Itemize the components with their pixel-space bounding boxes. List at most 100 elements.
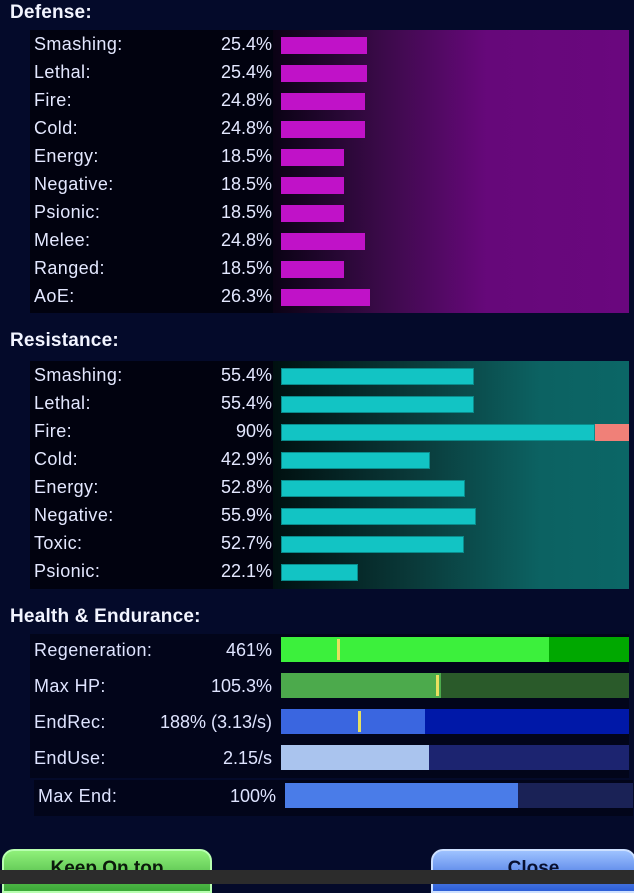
defense-bar <box>281 233 365 250</box>
defense-bar <box>281 177 344 194</box>
resistance-row: Fire: 90% <box>30 417 629 445</box>
resistance-label: Cold: <box>34 449 79 469</box>
health-endurance-row: EndRec: 188% (3.13/s) <box>30 706 629 742</box>
he-marker <box>336 639 340 660</box>
resistance-row: Cold: 42.9% <box>30 445 629 473</box>
resistance-value: 52.7% <box>220 533 272 553</box>
defense-value: 18.5% <box>220 146 272 166</box>
resistance-cap-overflow <box>595 424 629 441</box>
health-endurance-title: Health & Endurance: <box>10 606 201 627</box>
he-fill <box>285 783 519 808</box>
defense-bar <box>281 121 365 138</box>
resistance-row: Psionic: 22.1% <box>30 557 629 585</box>
resistance-bar <box>281 536 464 553</box>
defense-label: AoE: <box>34 286 75 306</box>
defense-value: 24.8% <box>220 118 272 138</box>
resistance-bar <box>281 508 476 525</box>
resistance-bar <box>281 368 474 385</box>
resistance-bar <box>281 452 430 469</box>
defense-bar <box>281 65 367 82</box>
resistance-value: 55.9% <box>220 505 272 525</box>
resistance-label: Psionic: <box>34 561 101 581</box>
he-marker <box>435 675 439 696</box>
he-fill <box>281 745 429 770</box>
defense-row: Psionic: 18.5% <box>30 198 629 226</box>
resistance-value: 52.8% <box>220 477 272 497</box>
resistance-title: Resistance: <box>10 330 119 351</box>
defense-label: Smashing: <box>34 34 123 54</box>
health-endurance-row: Max HP: 105.3% <box>30 670 629 706</box>
defense-bar <box>281 289 370 306</box>
resistance-label: Energy: <box>34 477 99 497</box>
defense-value: 25.4% <box>220 34 272 54</box>
defense-label: Melee: <box>34 230 91 250</box>
resistance-bar <box>281 424 595 441</box>
resistance-value: 55.4% <box>220 393 272 413</box>
he-fill <box>281 637 549 662</box>
defense-bar <box>281 205 344 222</box>
defense-label: Cold: <box>34 118 79 138</box>
he-value: 188% (3.13/s) <box>159 712 272 732</box>
defense-row: Smashing: 25.4% <box>30 30 629 58</box>
resistance-label: Toxic: <box>34 533 83 553</box>
defense-value: 24.8% <box>220 230 272 250</box>
he-track <box>281 637 629 662</box>
defense-bar <box>281 149 344 166</box>
he-value: 105.3% <box>210 676 272 696</box>
defense-label: Lethal: <box>34 62 91 82</box>
defense-value: 18.5% <box>220 258 272 278</box>
health-endurance-row: Max End: 100% <box>34 780 633 816</box>
health-endurance-row: Regeneration: 461% <box>30 634 629 670</box>
resistance-bar <box>281 564 358 581</box>
resistance-bar <box>281 480 465 497</box>
he-fill <box>281 709 426 734</box>
resistance-value: 22.1% <box>220 561 272 581</box>
resistance-label: Fire: <box>34 421 72 441</box>
resistance-row: Toxic: 52.7% <box>30 529 629 557</box>
defense-row: Fire: 24.8% <box>30 86 629 114</box>
resistance-panel: Smashing: 55.4% Lethal: 55.4% Fire: 90% Cold: 4… <box>30 361 629 589</box>
he-track <box>281 709 629 734</box>
defense-title: Defense: <box>10 2 92 23</box>
he-value: 2.15/s <box>222 748 272 768</box>
he-track <box>285 783 633 808</box>
he-value: 100% <box>229 786 276 806</box>
defense-row: Energy: 18.5% <box>30 142 629 170</box>
he-label: Max End: <box>38 786 118 806</box>
resistance-row: Energy: 52.8% <box>30 473 629 501</box>
he-marker <box>357 711 361 732</box>
resistance-row: Negative: 55.9% <box>30 501 629 529</box>
defense-bar <box>281 261 344 278</box>
resistance-label: Smashing: <box>34 365 123 385</box>
defense-bar <box>281 93 365 110</box>
defense-label: Ranged: <box>34 258 105 278</box>
resistance-label: Negative: <box>34 505 114 525</box>
he-label: EndRec: <box>34 712 106 732</box>
he-fill <box>281 673 442 698</box>
defense-row: Ranged: 18.5% <box>30 254 629 282</box>
health-endurance-row: EndUse: 2.15/s <box>30 742 629 778</box>
he-track <box>281 745 629 770</box>
resistance-label: Lethal: <box>34 393 91 413</box>
resistance-value: 90% <box>235 421 272 441</box>
he-track <box>281 673 629 698</box>
defense-value: 25.4% <box>220 62 272 82</box>
defense-label: Energy: <box>34 146 99 166</box>
window-bottom-edge <box>0 870 634 884</box>
resistance-row: Lethal: 55.4% <box>30 389 629 417</box>
he-label: EndUse: <box>34 748 106 768</box>
resistance-value: 55.4% <box>220 365 272 385</box>
defense-label: Negative: <box>34 174 114 194</box>
defense-row: AoE: 26.3% <box>30 282 629 310</box>
defense-value: 18.5% <box>220 202 272 222</box>
he-label: Regeneration: <box>34 640 153 660</box>
defense-value: 26.3% <box>220 286 272 306</box>
defense-row: Negative: 18.5% <box>30 170 629 198</box>
defense-label: Fire: <box>34 90 72 110</box>
he-value: 461% <box>225 640 272 660</box>
resistance-bar <box>281 396 474 413</box>
defense-value: 24.8% <box>220 90 272 110</box>
defense-panel: Smashing: 25.4% Lethal: 25.4% Fire: 24.8% Cold… <box>30 30 629 313</box>
defense-value: 18.5% <box>220 174 272 194</box>
defense-bar <box>281 37 367 54</box>
